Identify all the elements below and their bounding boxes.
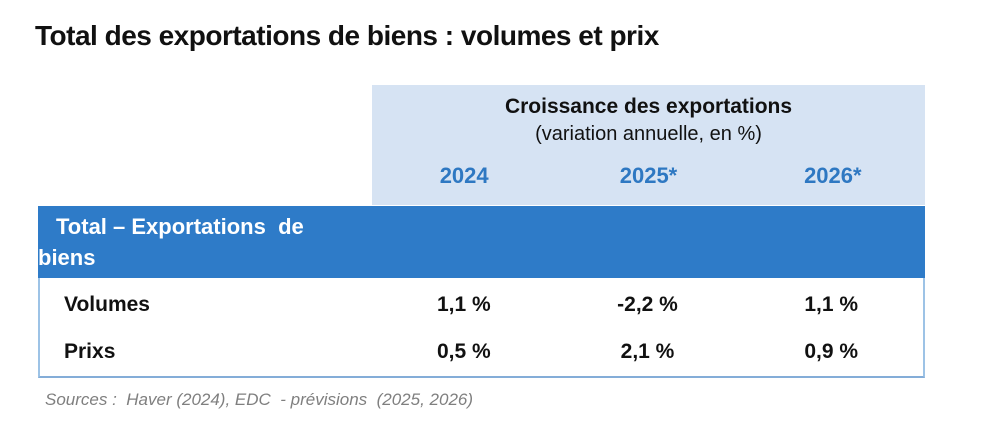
table-body: Volumes 1,1 % -2,2 % 1,1 % Prixs 0,5 % 2… <box>38 278 925 378</box>
volumes-value-2026: 1,1 % <box>804 292 859 316</box>
row-label-volumes: Volumes <box>64 292 150 316</box>
table-section-banner: Total – Exportations de biens <box>38 206 925 278</box>
table-header-title: Croissance des exportations <box>504 95 793 118</box>
page-title: Total des exportations de biens : volume… <box>35 20 659 51</box>
table-row-prix: Prixs 0,5 % 2,1 % 0,9 % <box>40 328 923 375</box>
column-header-2025: 2025* <box>619 163 678 188</box>
column-header-2026: 2026* <box>804 163 862 188</box>
banner-text-line1: Total – Exportations de <box>56 214 304 239</box>
table-header-subtitle: (variation annuelle, en %) <box>535 123 762 145</box>
prix-value-2026: 0,9 % <box>804 339 859 363</box>
table-row-volumes: Volumes 1,1 % -2,2 % 1,1 % <box>40 281 923 328</box>
prix-value-2025: 2,1 % <box>620 339 675 363</box>
column-header-2024: 2024 <box>439 163 489 188</box>
year-columns-row: 2024 2025* 2026* <box>372 162 925 190</box>
volumes-value-2024: 1,1 % <box>436 292 491 316</box>
banner-text-line2: biens <box>38 245 96 270</box>
sources-note: Sources : Haver (2024), EDC - prévisions… <box>45 390 474 409</box>
row-label-prix: Prixs <box>64 339 116 363</box>
volumes-value-2025: -2,2 % <box>617 292 678 316</box>
table-header-block: Croissance des exportations (variation a… <box>372 85 925 205</box>
prix-value-2024: 0,5 % <box>436 339 491 363</box>
